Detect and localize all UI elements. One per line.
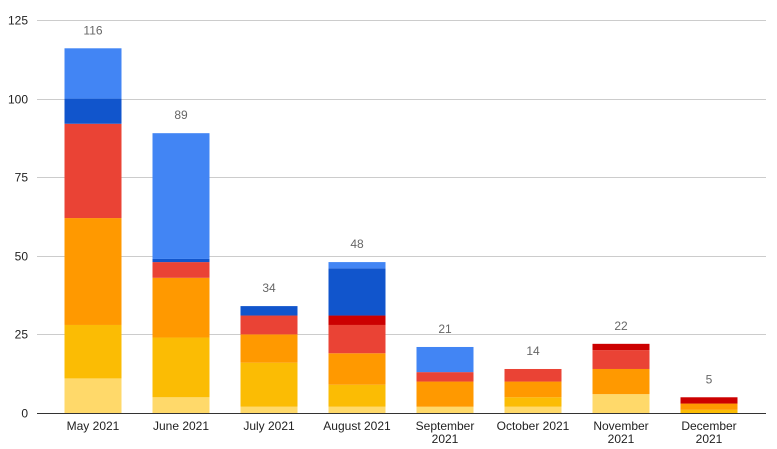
bar-segment bbox=[64, 324, 122, 379]
bar-total-label: 21 bbox=[438, 322, 452, 336]
bars bbox=[64, 48, 738, 413]
bar-segment bbox=[240, 315, 298, 335]
bar-total-label: 14 bbox=[526, 344, 540, 358]
bar-segment bbox=[680, 403, 738, 410]
bar-segment bbox=[592, 343, 650, 351]
gridlines bbox=[37, 20, 766, 335]
x-tick-label: December bbox=[681, 419, 736, 433]
bar-segment bbox=[592, 350, 650, 369]
bar-segment bbox=[504, 368, 562, 382]
bar-segment bbox=[64, 218, 122, 325]
x-tick-label: July 2021 bbox=[243, 419, 295, 433]
y-tick-label: 25 bbox=[15, 328, 29, 342]
bar-segment bbox=[64, 98, 122, 124]
x-tick-label: August 2021 bbox=[323, 419, 391, 433]
y-tick-label: 0 bbox=[21, 407, 28, 421]
bar-segment bbox=[504, 406, 562, 413]
bar-segment bbox=[504, 381, 562, 398]
bar-segment bbox=[680, 409, 738, 413]
x-tick-label: 2021 bbox=[608, 432, 635, 446]
x-tick-label: May 2021 bbox=[67, 419, 120, 433]
bar-segment bbox=[240, 334, 298, 363]
bar-segment bbox=[416, 372, 474, 382]
bar-segment bbox=[240, 362, 298, 407]
bar-segment bbox=[592, 394, 650, 413]
bar-segment bbox=[152, 258, 210, 263]
x-tick-label: October 2021 bbox=[497, 419, 570, 433]
bar-segment bbox=[328, 353, 386, 385]
bar-segment bbox=[592, 368, 650, 395]
bar-total-label: 34 bbox=[262, 281, 276, 295]
labels: 0 25 50 75 100 125 116 May 2021 89 June 2021 34 Jul… bbox=[8, 14, 737, 447]
y-tick-label: 50 bbox=[15, 250, 29, 264]
bar-segment bbox=[64, 123, 122, 219]
bar-segment bbox=[152, 262, 210, 278]
bar-total-label: 5 bbox=[706, 372, 713, 386]
bar-segment bbox=[416, 406, 474, 413]
bar-segment bbox=[416, 346, 474, 373]
bar-total-label: 22 bbox=[614, 319, 628, 333]
bar-segment bbox=[416, 381, 474, 407]
bar-segment bbox=[152, 337, 210, 398]
bar-segment bbox=[64, 378, 122, 413]
bar-segment bbox=[328, 384, 386, 407]
bar-segment bbox=[328, 268, 386, 316]
bar-total-label: 116 bbox=[83, 23, 102, 37]
y-tick-label: 125 bbox=[8, 14, 28, 28]
bar-segment bbox=[328, 324, 386, 354]
bar-segment bbox=[152, 133, 210, 259]
bar-segment bbox=[328, 406, 386, 413]
bar-total-label: 48 bbox=[350, 237, 364, 251]
x-tick-label: November bbox=[593, 419, 648, 433]
x-tick-label: June 2021 bbox=[153, 419, 209, 433]
bar-segment bbox=[240, 306, 298, 316]
bar-segment bbox=[504, 397, 562, 407]
bar-total-label: 89 bbox=[174, 108, 188, 122]
x-tick-label: 2021 bbox=[696, 432, 723, 446]
y-tick-label: 75 bbox=[15, 171, 29, 185]
bar-segment bbox=[152, 277, 210, 338]
bar-segment bbox=[64, 48, 122, 99]
bar-segment bbox=[328, 315, 386, 325]
x-tick-label: 2021 bbox=[432, 432, 459, 446]
y-tick-label: 100 bbox=[8, 93, 28, 107]
x-tick-label: September bbox=[416, 419, 475, 433]
bar-segment bbox=[152, 397, 210, 413]
bar-segment bbox=[240, 406, 298, 413]
bar-segment bbox=[680, 397, 738, 404]
bar-segment bbox=[328, 262, 386, 269]
